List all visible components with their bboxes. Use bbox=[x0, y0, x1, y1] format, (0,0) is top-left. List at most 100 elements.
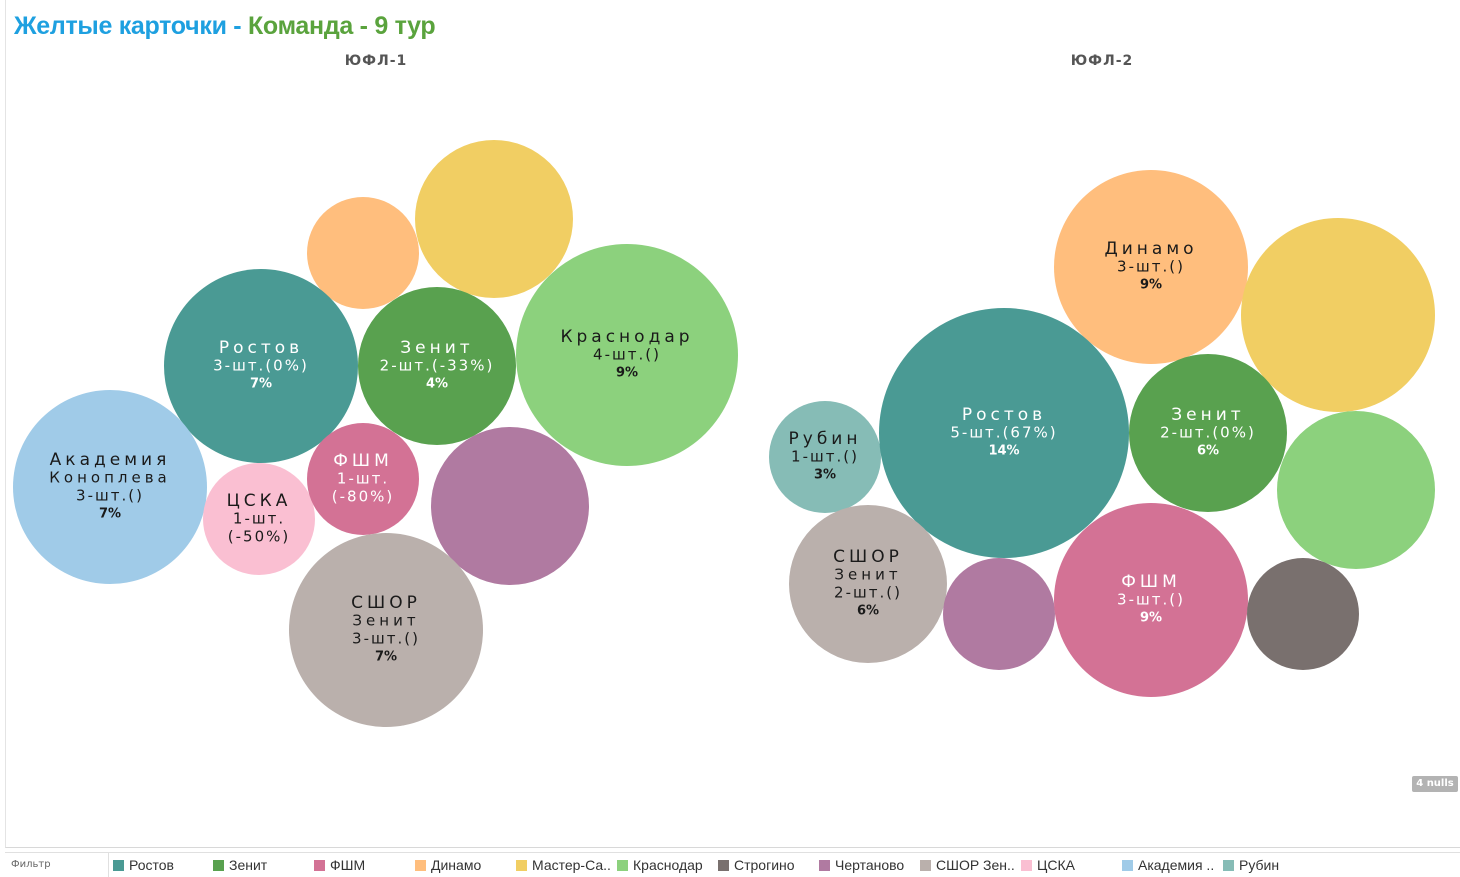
bubble-label-динамо-3: 9% bbox=[1140, 278, 1162, 293]
bubble-label-ростов-1: Ростов bbox=[962, 405, 1046, 425]
bubble-ростов[interactable] bbox=[164, 269, 358, 463]
legend-label: ЦСКА bbox=[1037, 857, 1075, 873]
legend-label: Академия .. bbox=[1138, 857, 1215, 873]
legend-swatch bbox=[920, 859, 931, 871]
legend-swatch bbox=[1021, 859, 1032, 871]
legend-item-ростов[interactable]: Ростов bbox=[113, 857, 174, 873]
bubble-label-академия-2: Коноплева bbox=[49, 469, 170, 487]
bubble-label-зенит-3: 4% bbox=[426, 377, 448, 392]
bubble-label-фшм-1: ФШМ bbox=[333, 451, 392, 471]
panel-title-yufl2: ЮФЛ-2 bbox=[1070, 53, 1134, 69]
bubble-label-академия-1: Академия bbox=[50, 450, 171, 470]
bubble-label-цска-1: ЦСКА bbox=[227, 491, 292, 511]
bubble-зенит[interactable] bbox=[358, 287, 516, 445]
legend-item-цска[interactable]: ЦСКА bbox=[1021, 857, 1075, 873]
bubble-label-ростов-1: Ростов bbox=[219, 338, 303, 358]
bubble-мастер-са[interactable] bbox=[1241, 218, 1435, 412]
dashboard-frame bbox=[5, 0, 1460, 848]
bubble-label-динамо-1: Динамо bbox=[1104, 239, 1197, 259]
legend-swatch bbox=[819, 859, 830, 871]
bubble-сшор-зен[interactable] bbox=[789, 505, 947, 663]
bubble-сшор-зен[interactable] bbox=[289, 533, 483, 727]
legend-label: Ростов bbox=[129, 857, 174, 873]
bubble-label-фшм-3: (-80%) bbox=[332, 488, 394, 506]
bubble-label-краснодар-2: 4-шт.() bbox=[593, 346, 661, 364]
bubble-label-зенит-2: 2-шт.(0%) bbox=[1160, 424, 1256, 442]
bubble-label-сшор-зен-1: СШОР bbox=[833, 547, 903, 567]
panel-title-yufl1: ЮФЛ-1 bbox=[344, 53, 408, 69]
bubble-label-краснодар-3: 9% bbox=[616, 366, 638, 381]
bubble-цска[interactable] bbox=[203, 463, 315, 575]
legend-item-академия[interactable]: Академия .. bbox=[1122, 857, 1214, 873]
legend-label: Чертаново bbox=[835, 857, 905, 873]
bubble-chart-canvas: Краснодар4-шт.()9%Ростов3-шт.(0%)7%Зенит… bbox=[13, 140, 1435, 727]
legend-item-динамо[interactable]: Динамо bbox=[415, 857, 481, 873]
bubble-мастер-са[interactable] bbox=[415, 140, 573, 298]
bubble-чертаново[interactable] bbox=[431, 427, 589, 585]
bubble-label-фшм-3: 9% bbox=[1140, 611, 1162, 626]
legend-swatch bbox=[314, 859, 325, 871]
legend-item-чертаново[interactable]: Чертаново bbox=[819, 857, 904, 873]
bubble-академия[interactable] bbox=[13, 390, 207, 584]
bubble-фшм[interactable] bbox=[1054, 503, 1248, 697]
legend-item-краснодар[interactable]: Краснодар bbox=[617, 857, 703, 873]
bubble-строгино[interactable] bbox=[1247, 558, 1359, 670]
bubble-ростов[interactable] bbox=[879, 308, 1129, 558]
legend-item-зенит[interactable]: Зенит bbox=[213, 857, 267, 873]
bubble-label-цска-3: (-50%) bbox=[228, 528, 290, 546]
dashboard-title: Желтые карточки - Команда - 9 тур bbox=[14, 12, 436, 41]
title-part-yellow-cards: Желтые карточки - bbox=[14, 12, 242, 40]
bubble-label-ростов-2: 3-шт.(0%) bbox=[213, 357, 309, 375]
legend-item-мастер-са[interactable]: Мастер-Са.. bbox=[516, 857, 611, 873]
legend-swatch bbox=[617, 859, 628, 871]
bubble-краснодар[interactable] bbox=[1277, 411, 1435, 569]
bubble-label-сшор-зен-4: 7% bbox=[375, 650, 397, 665]
legend-swatch bbox=[1223, 859, 1234, 871]
legend-item-фшм[interactable]: ФШМ bbox=[314, 857, 365, 873]
bubble-рубин[interactable] bbox=[769, 401, 881, 513]
bubble-label-сшор-зен-4: 6% bbox=[857, 604, 879, 619]
legend-item-рубин[interactable]: Рубин bbox=[1223, 857, 1279, 873]
bubble-label-ростов-2: 5-шт.(67%) bbox=[950, 424, 1057, 442]
bubble-label-сшор-зен-3: 3-шт.() bbox=[352, 630, 420, 648]
bubble-label-ростов-3: 7% bbox=[250, 377, 272, 392]
legend-label: ФШМ bbox=[330, 857, 366, 873]
legend-label: Мастер-Са.. bbox=[532, 857, 611, 873]
bubble-зенит[interactable] bbox=[1129, 354, 1287, 512]
bubble-label-сшор-зен-2: Зенит bbox=[834, 566, 901, 584]
bubble-label-рубин-2: 1-шт.() bbox=[791, 448, 859, 466]
bubble-label-сшор-зен-2: Зенит bbox=[352, 612, 419, 630]
bubble-label-ростов-3: 14% bbox=[988, 444, 1019, 459]
bubble-label-рубин-1: Рубин bbox=[789, 429, 862, 449]
bubble-динамо[interactable] bbox=[1054, 170, 1248, 364]
legend-item-сшор-зен[interactable]: СШОР Зен.. bbox=[920, 857, 1015, 873]
bubble-label-сшор-зен-1: СШОР bbox=[351, 593, 421, 613]
legend-label: Краснодар bbox=[633, 857, 703, 873]
bubble-label-зенит-1: Зенит bbox=[400, 338, 473, 358]
legend-swatch bbox=[1122, 859, 1133, 871]
bubble-label-академия-3: 3-шт.() bbox=[76, 487, 144, 505]
bubble-label-краснодар-1: Краснодар bbox=[560, 327, 693, 347]
color-legend: Фильтр Ростов Зенит ФШМ Динамо Мастер-Са.. Кр… bbox=[5, 852, 1460, 877]
legend-item-строгино[interactable]: Строгино bbox=[718, 857, 795, 873]
legend-swatch bbox=[213, 859, 224, 871]
bubble-чертаново[interactable] bbox=[943, 558, 1055, 670]
legend-swatch bbox=[718, 859, 729, 871]
nulls-indicator[interactable]: 4 nulls bbox=[1412, 776, 1458, 792]
legend-label: Рубин bbox=[1239, 857, 1280, 873]
bubble-фшм[interactable] bbox=[307, 423, 419, 535]
legend-label: Строгино bbox=[734, 857, 795, 873]
legend-swatch bbox=[516, 859, 527, 871]
legend-swatch bbox=[113, 859, 124, 871]
bubble-label-фшм-1: ФШМ bbox=[1121, 572, 1180, 592]
title-part-team-round: Команда - 9 тур bbox=[247, 12, 436, 40]
legend-label: Зенит bbox=[229, 857, 268, 873]
bubble-label-сшор-зен-3: 2-шт.() bbox=[834, 584, 902, 602]
legend-filter-label[interactable]: Фильтр bbox=[5, 853, 109, 877]
legend-swatch bbox=[415, 859, 426, 871]
bubble-label-цска-2: 1-шт. bbox=[233, 510, 285, 528]
bubble-краснодар[interactable] bbox=[516, 244, 738, 466]
bubble-динамо[interactable] bbox=[307, 197, 419, 309]
panel-2-bubbles: Динамо3-шт.()9%Рубин1-шт.()3%Ростов5-шт.… bbox=[769, 170, 1435, 697]
